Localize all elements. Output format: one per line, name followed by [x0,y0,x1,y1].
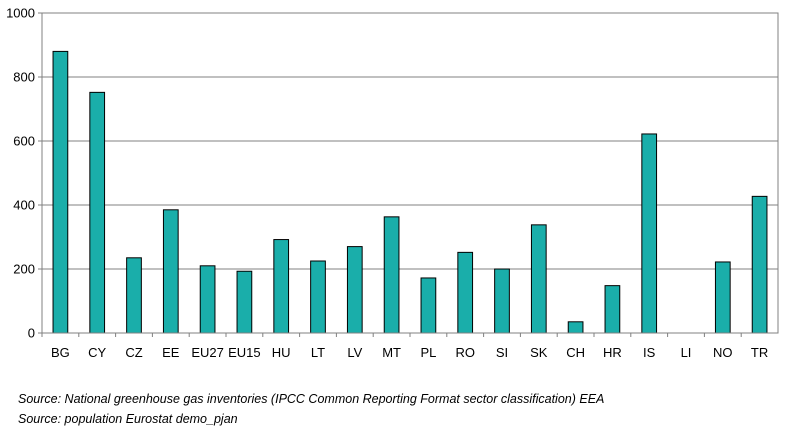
x-tick-label-sk: SK [530,345,548,360]
x-tick-label-cy: CY [88,345,106,360]
x-tick-label-bg: BG [51,345,70,360]
bar-eu15 [236,270,253,334]
bar-chart: 0 200 400 600 800 1000 BG CY CZ EE EU27 EU15 HU LT LV… [6,6,779,360]
bar-lv [346,246,363,334]
x-tick-label-is: IS [643,345,656,360]
gridlines [42,76,778,270]
bar-cy [89,91,106,334]
bar-ro [457,251,474,334]
bar-tr [751,195,768,334]
y-tick-label: 400 [13,198,35,213]
x-tick-label-lv: LV [347,345,362,360]
x-tick-label-eu15: EU15 [228,345,261,360]
source-note-population: Source: population Eurostat demo_pjan [18,412,238,426]
x-tick-label-tr: TR [751,345,768,360]
bar-eu27 [199,265,216,334]
y-tick-label: 1000 [6,6,35,21]
y-axis-ticks: 0 200 400 600 800 1000 [6,6,42,341]
x-tick-label-hu: HU [272,345,291,360]
bar-hr [604,285,621,334]
x-axis-ticks: BG CY CZ EE EU27 EU15 HU LT LV MT PL RO SI SK CH HR IS LI… [41,333,768,360]
x-tick-label-pl: PL [420,345,436,360]
x-tick-label-hr: HR [603,345,622,360]
bar-no [714,261,731,334]
y-tick-label: 800 [13,70,35,85]
bar-cz [126,257,142,334]
bars [52,50,768,334]
x-tick-label-lt: LT [311,345,325,360]
x-tick-label-no: NO [713,345,733,360]
bar-mt [383,216,400,334]
y-tick-label: 0 [28,326,35,341]
y-tick-label: 600 [13,134,35,149]
x-tick-label-si: SI [496,345,508,360]
bar-sk [530,224,547,334]
bar-ch [567,321,584,334]
bar-hu [273,239,290,334]
bar-bg [52,50,69,334]
plot-frame [41,12,779,334]
bar-is [641,133,658,334]
x-tick-label-cz: CZ [125,345,142,360]
x-tick-label-ee: EE [162,345,180,360]
x-tick-label-ch: CH [566,345,585,360]
x-tick-label-mt: MT [382,345,401,360]
x-tick-label-eu27: EU27 [191,345,224,360]
bar-lt [310,260,326,334]
bar-pl [420,277,437,334]
source-note-ghg: Source: National greenhouse gas inventor… [18,392,605,406]
bar-si [494,268,510,334]
y-tick-label: 200 [13,262,35,277]
bar-ee [162,209,179,334]
x-tick-label-ro: RO [455,345,475,360]
x-tick-label-li: LI [681,345,692,360]
